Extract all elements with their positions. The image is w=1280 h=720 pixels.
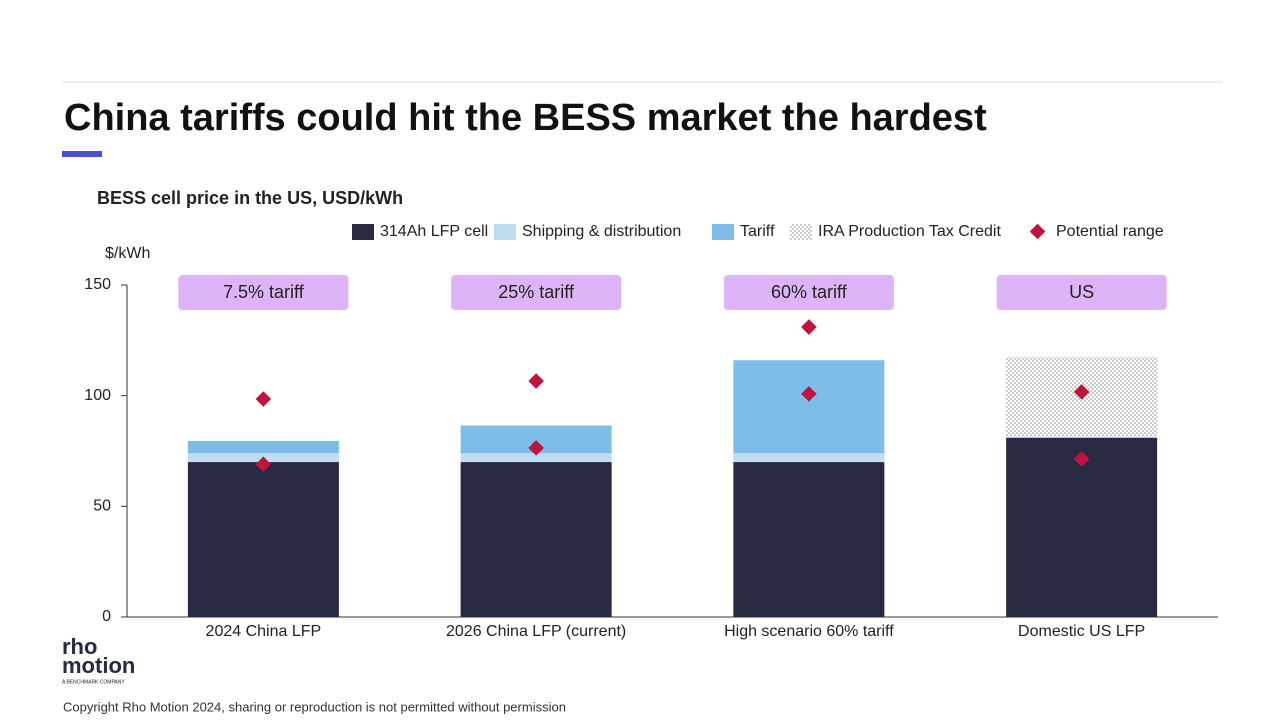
legend-label: Shipping & distribution	[522, 223, 681, 240]
legend-marker	[1029, 223, 1046, 240]
logo: rho	[62, 634, 97, 659]
legend-swatch	[790, 224, 812, 240]
range-marker	[255, 391, 272, 407]
legend-swatch	[712, 224, 734, 240]
legend-label: IRA Production Tax Credit	[818, 223, 1001, 240]
range-marker	[801, 319, 817, 335]
legend-label: Potential range	[1056, 223, 1164, 240]
legend-swatch	[494, 224, 516, 240]
range-marker	[1073, 451, 1090, 467]
annotation-label: US	[1069, 282, 1094, 302]
annotation-box	[178, 275, 349, 310]
copyright: Copyright Rho Motion 2024, sharing or re…	[63, 699, 566, 714]
annotation-label: 7.5% tariff	[223, 282, 305, 302]
annotation-label: 25% tariff	[498, 282, 575, 302]
range-marker	[528, 373, 544, 389]
legend-label: 314Ah LFP cell	[380, 223, 488, 240]
bar-segment	[460, 453, 612, 463]
bar-segment	[187, 462, 339, 617]
legend-label: Tariff	[740, 223, 775, 240]
x-tick-label: Domestic US LFP	[1018, 623, 1145, 640]
slide-title: China tariffs could hit the BESS market …	[64, 97, 987, 139]
bar-segment	[187, 441, 339, 454]
bar-segment	[733, 462, 885, 617]
y-tick-label: 150	[84, 276, 111, 293]
logo-tagline: A BENCHMARK COMPANY	[62, 679, 125, 685]
chart-subtitle: BESS cell price in the US, USD/kWh	[97, 188, 403, 208]
legend-swatch	[352, 224, 374, 240]
x-tick-label: High scenario 60% tariff	[724, 623, 894, 640]
range-marker	[1073, 384, 1090, 400]
bar-segment	[733, 453, 885, 463]
x-tick-label: 2024 China LFP	[206, 623, 322, 640]
annotation-box	[996, 275, 1167, 310]
annotation-box	[723, 275, 894, 310]
logo: motion	[62, 653, 135, 678]
annotation-box	[451, 275, 622, 310]
bar-segment	[460, 462, 612, 617]
bar-segment	[733, 360, 885, 454]
y-tick-label: 50	[93, 498, 111, 515]
x-tick-label: 2026 China LFP (current)	[446, 623, 626, 640]
bar-segment	[1006, 437, 1158, 617]
accent-bar	[62, 151, 102, 157]
annotation-label: 60% tariff	[771, 282, 848, 302]
y-tick-label: 0	[102, 608, 111, 625]
y-axis-label: $/kWh	[105, 245, 150, 262]
bar-segment	[1006, 436, 1158, 438]
y-tick-label: 100	[84, 387, 111, 404]
